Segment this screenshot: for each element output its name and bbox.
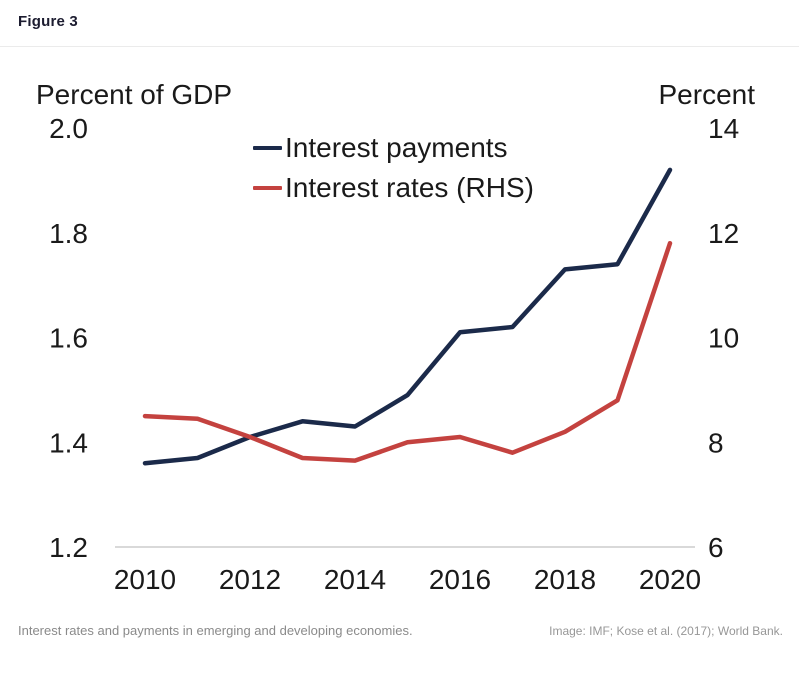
y-tick-label-left: 1.2 xyxy=(49,532,88,563)
legend-swatch-interest-rates xyxy=(253,186,282,190)
right-axis-title: Percent xyxy=(658,79,756,110)
chart-legend: Interest payments Interest rates (RHS) xyxy=(253,128,534,208)
image-credit: Image: IMF; Kose et al. (2017); World Ba… xyxy=(549,624,783,638)
x-tick-label: 2018 xyxy=(534,564,596,595)
x-tick-label: 2020 xyxy=(639,564,701,595)
y-tick-label-right: 8 xyxy=(708,427,724,458)
legend-label: Interest rates (RHS) xyxy=(285,172,534,203)
header-divider xyxy=(0,46,799,47)
legend-swatch-interest-payments xyxy=(253,146,282,150)
series-line-interest-payments xyxy=(142,167,673,466)
y-tick-label-left: 1.4 xyxy=(49,427,88,458)
caption-row: Interest rates and payments in emerging … xyxy=(18,623,783,638)
x-tick-label: 2010 xyxy=(114,564,176,595)
legend-label: Interest payments xyxy=(285,132,508,163)
y-tick-label-left: 2.0 xyxy=(49,113,88,144)
figure-caption: Interest rates and payments in emerging … xyxy=(18,623,413,638)
legend-item: Interest rates (RHS) xyxy=(253,168,534,208)
x-tick-label: 2012 xyxy=(219,564,281,595)
y-tick-label-right: 6 xyxy=(708,532,724,563)
figure-label: Figure 3 xyxy=(18,13,78,30)
x-tick-label: 2016 xyxy=(429,564,491,595)
series-line-interest-rates-rhs xyxy=(142,240,673,463)
y-tick-label-right: 10 xyxy=(708,323,739,354)
legend-item: Interest payments xyxy=(253,128,534,168)
y-tick-label-right: 12 xyxy=(708,218,739,249)
y-tick-label-right: 14 xyxy=(708,113,739,144)
y-tick-label-left: 1.6 xyxy=(49,323,88,354)
x-tick-label: 2014 xyxy=(324,564,386,595)
y-tick-label-left: 1.8 xyxy=(49,218,88,249)
left-axis-title: Percent of GDP xyxy=(36,79,233,110)
